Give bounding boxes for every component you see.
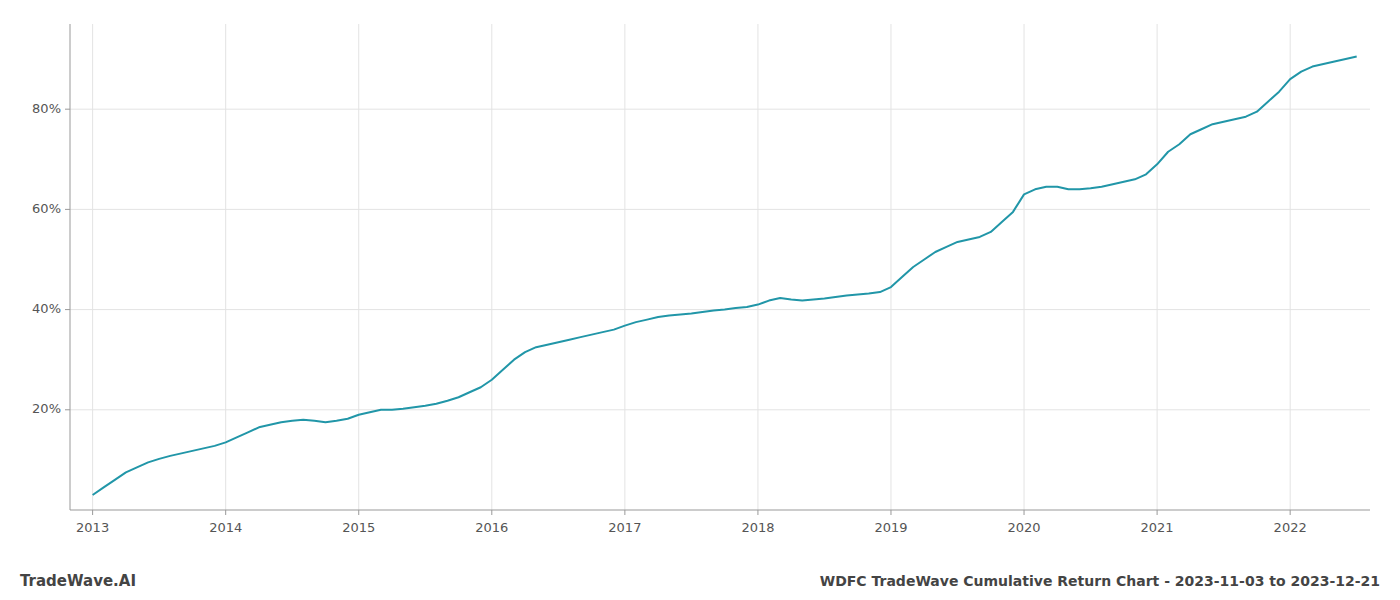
- grid-line: [225, 24, 226, 510]
- title: WDFC TradeWave Cumulative Return Chart -…: [820, 573, 1380, 589]
- background: [0, 0, 1400, 600]
- tick-mark: [65, 209, 70, 210]
- grid: [70, 24, 1370, 510]
- tick-mark: [890, 510, 891, 515]
- tick-label: 40%: [32, 301, 61, 316]
- tick-label: 2020: [1007, 520, 1040, 535]
- tick-label: 20%: [32, 401, 61, 416]
- grid-line: [491, 24, 492, 510]
- tick-label: 80%: [32, 101, 61, 116]
- tick-mark: [757, 510, 758, 515]
- grid-line: [1157, 24, 1158, 510]
- grid-line: [757, 24, 758, 510]
- tick-mark: [1290, 510, 1291, 515]
- tick-mark: [624, 510, 625, 515]
- series: [93, 57, 1357, 495]
- tick-mark: [92, 510, 93, 515]
- tick-mark: [1157, 510, 1158, 515]
- tick-label: 2016: [475, 520, 508, 535]
- grid-line: [70, 209, 1370, 210]
- grid-line: [92, 24, 93, 510]
- grid-line: [624, 24, 625, 510]
- tick-label: 2019: [874, 520, 907, 535]
- grid-line: [358, 24, 359, 510]
- tick-mark: [65, 109, 70, 110]
- grid-line: [1290, 24, 1291, 510]
- tick-mark: [225, 510, 226, 515]
- y-axis-line: [70, 24, 71, 510]
- tick-mark: [1024, 510, 1025, 515]
- tick-label: 2022: [1274, 520, 1307, 535]
- tick-label: 2013: [76, 520, 109, 535]
- axes: 20% 40% 60% 80% 2013 2014 2015 2016 2017 2018 2019…: [32, 24, 1370, 535]
- tick-label: 2015: [342, 520, 375, 535]
- chart: 20% 40% 60% 80% 2013 2014 2015 2016 2017 2018 2019…: [0, 0, 1400, 600]
- tick-mark: [65, 309, 70, 310]
- tick-label: 2014: [209, 520, 242, 535]
- tick-label: 2018: [741, 520, 774, 535]
- grid-line: [1024, 24, 1025, 510]
- line: [93, 57, 1357, 495]
- tick-mark: [491, 510, 492, 515]
- x-axis-line: [70, 510, 1370, 511]
- grid-line: [70, 409, 1370, 410]
- tick-mark: [358, 510, 359, 515]
- grid-line: [890, 24, 891, 510]
- tick-mark: [65, 409, 70, 410]
- watermark: TradeWave.AI: [20, 572, 136, 590]
- tick-label: 2021: [1141, 520, 1174, 535]
- grid-line: [70, 109, 1370, 110]
- tick-label: 60%: [32, 201, 61, 216]
- tick-label: 2017: [608, 520, 641, 535]
